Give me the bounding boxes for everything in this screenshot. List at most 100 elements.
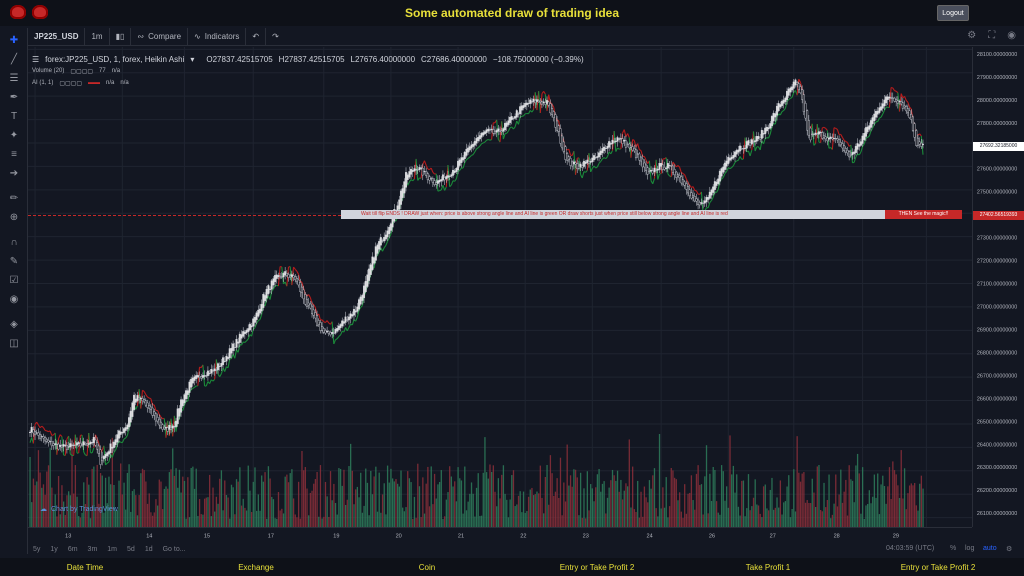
camera-icon[interactable]: ◉ xyxy=(1007,30,1016,41)
range-1m[interactable]: 1m xyxy=(107,546,118,553)
candle-body xyxy=(621,138,624,144)
trend-line-icon[interactable]: ╱ xyxy=(10,54,18,65)
candle-body xyxy=(908,110,911,118)
legend-ai-label[interactable]: AI (1, 1) xyxy=(32,80,54,86)
back-arrow-icon[interactable]: ➔ xyxy=(9,168,19,179)
goto-button[interactable]: Go to... xyxy=(162,546,186,553)
eye-icon[interactable]: ◉ xyxy=(9,294,19,305)
volume-bar xyxy=(346,499,348,527)
candle-body xyxy=(416,169,419,171)
range-5d[interactable]: 5d xyxy=(127,546,135,553)
text-icon[interactable]: T xyxy=(10,111,18,122)
volume-bar xyxy=(830,518,832,527)
undo-button[interactable]: ↶ xyxy=(246,27,267,46)
ruler-icon[interactable]: ✏ xyxy=(9,193,19,204)
magnet-icon[interactable]: ∩ xyxy=(10,237,18,248)
tradingview-watermark[interactable]: ☁ Chart by TradingView xyxy=(40,505,118,514)
logout-button[interactable]: Logout xyxy=(937,5,969,21)
redo-button[interactable]: ↷ xyxy=(266,28,285,46)
trash-icon[interactable]: ◫ xyxy=(9,338,19,349)
fib-icon[interactable]: ≡ xyxy=(11,149,17,160)
volume-bar xyxy=(501,474,503,527)
candle-body xyxy=(84,443,87,445)
candle-body xyxy=(294,276,297,281)
candle-body xyxy=(829,136,832,139)
range-5y[interactable]: 5y xyxy=(33,546,41,553)
volume-bar xyxy=(789,517,792,527)
candle-body xyxy=(473,141,476,146)
volume-bar xyxy=(391,478,394,527)
interval-select[interactable]: 1m xyxy=(85,27,110,46)
indicators-button[interactable]: ∿ Indicators xyxy=(188,27,247,46)
ai-line-segment xyxy=(596,163,600,168)
candle-body xyxy=(112,441,115,448)
volume-bar xyxy=(170,469,172,527)
brush-icon[interactable]: ✒ xyxy=(9,92,19,103)
range-6m[interactable]: 6m xyxy=(67,546,78,553)
volume-bar xyxy=(185,518,187,527)
price-axis[interactable]: 26100.00000000 26200.00000000 26300.000000… xyxy=(972,47,1024,527)
candle-body xyxy=(272,278,275,286)
volume-bar xyxy=(512,470,515,527)
auto-toggle[interactable]: auto xyxy=(983,545,997,552)
crosshair-icon[interactable]: ✚ xyxy=(9,35,19,46)
candle-body xyxy=(749,142,752,146)
bottom-settings-gear-icon[interactable]: ⚙ xyxy=(1006,546,1013,553)
candle-body xyxy=(460,157,463,163)
ai-line-segment xyxy=(269,291,273,300)
legend-dropdown-icon[interactable]: ▾ xyxy=(190,54,195,64)
fullscreen-icon[interactable]: ⛶ xyxy=(988,30,996,41)
candle-body xyxy=(690,192,693,199)
range-3m[interactable]: 3m xyxy=(87,546,98,553)
zoom-icon[interactable]: ⊕ xyxy=(9,212,19,223)
range-1d[interactable]: 1d xyxy=(144,546,153,553)
volume-bar xyxy=(551,473,553,527)
legend-volume-buttons-icon[interactable]: ▢▢▢▢ xyxy=(70,68,94,75)
lock-icon[interactable]: ☑ xyxy=(9,275,19,286)
price-chart[interactable] xyxy=(28,47,972,527)
log-toggle[interactable]: log xyxy=(965,545,975,552)
volume-bar xyxy=(764,484,766,527)
candle-body xyxy=(35,432,38,434)
chart-style-button[interactable]: ▮▯ xyxy=(110,27,132,46)
volume-bar xyxy=(358,497,360,527)
volume-bar xyxy=(51,487,53,527)
legend-series-name[interactable]: forex:JP225_USD, 1, forex, Heikin Ashi xyxy=(45,54,185,64)
ai-line-segment xyxy=(711,197,714,201)
volume-bar xyxy=(908,485,911,527)
time-axis[interactable]: 13 14 15 17 19 20 21 22 23 24 26 27 28 29 xyxy=(28,527,972,541)
candle-body xyxy=(253,316,256,323)
legend-ai-buttons-icon[interactable]: ▢▢▢▢ xyxy=(59,80,83,87)
percent-toggle[interactable]: % xyxy=(950,545,957,552)
ai-line-segment xyxy=(467,156,471,159)
candle-body xyxy=(666,163,669,169)
ai-line-segment xyxy=(41,425,44,428)
candle-body xyxy=(522,105,525,109)
volume-bar xyxy=(368,515,370,527)
legend-collapse-icon[interactable]: ☰ xyxy=(32,54,40,64)
candle-body xyxy=(309,303,312,309)
stay-drawing-icon[interactable]: ✎ xyxy=(9,256,19,267)
layers-icon[interactable]: ◈ xyxy=(10,319,18,330)
pitchfork-icon[interactable]: ☰ xyxy=(9,73,19,84)
candle-body xyxy=(821,132,824,139)
candle-body xyxy=(388,226,391,235)
compare-button[interactable]: ∾ Compare xyxy=(131,27,189,46)
ai-line-segment xyxy=(593,165,597,169)
candle-body xyxy=(153,411,156,416)
volume-bar xyxy=(549,455,552,527)
candle-body xyxy=(144,400,147,406)
volume-bar xyxy=(731,474,733,527)
symbol-search[interactable]: JP225_USD xyxy=(28,27,86,46)
volume-bar xyxy=(823,482,825,527)
range-1y[interactable]: 1y xyxy=(50,546,58,553)
candle-body xyxy=(527,103,530,105)
pattern-icon[interactable]: ✦ xyxy=(9,130,19,141)
volume-bar xyxy=(653,468,656,527)
volume-bar xyxy=(697,465,699,527)
settings-gear-icon[interactable]: ⚙ xyxy=(967,30,977,41)
volume-bar xyxy=(462,513,464,527)
legend-volume-label[interactable]: Volume (20) xyxy=(32,68,65,74)
utc-clock[interactable]: 04:03:59 (UTC) xyxy=(886,545,935,552)
ai-line-segment xyxy=(346,327,350,332)
